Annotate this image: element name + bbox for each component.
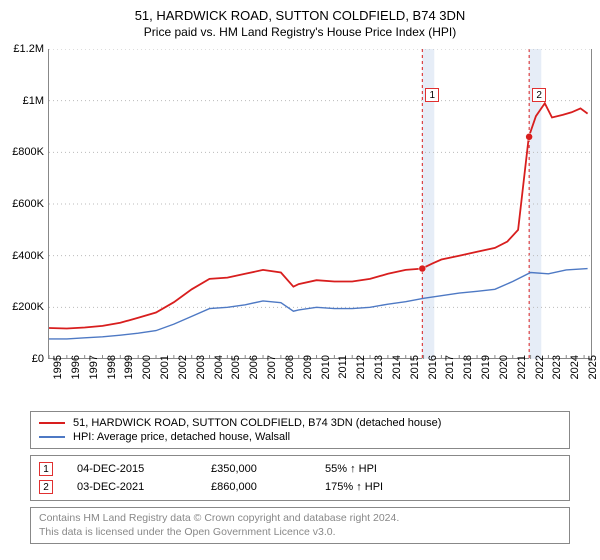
transactions-table: 1 04-DEC-2015 £350,000 55% ↑ HPI 2 03-DEC-202…	[30, 455, 570, 501]
x-tick-label: 2004	[213, 355, 225, 395]
x-tick-label: 2007	[266, 355, 278, 395]
y-tick-label: £1.2M	[13, 43, 44, 55]
x-tick-label: 2018	[462, 355, 474, 395]
legend: 51, HARDWICK ROAD, SUTTON COLDFIELD, B74…	[30, 411, 570, 449]
x-tick-label: 2005	[230, 355, 242, 395]
y-tick-label: £1M	[23, 95, 44, 107]
y-tick-label: £200K	[12, 301, 44, 313]
x-tick-label: 2008	[284, 355, 296, 395]
transaction-marker: 2	[39, 480, 53, 494]
transaction-date: 04-DEC-2015	[77, 463, 187, 475]
x-tick-label: 2021	[516, 355, 528, 395]
x-tick-label: 2011	[337, 355, 349, 395]
x-tick-label: 2006	[248, 355, 260, 395]
chart-area: £0 £200K £400K £600K £800K £1M £1.2M 1995 1996 19…	[0, 45, 600, 405]
transaction-price: £350,000	[211, 463, 301, 475]
x-tick-label: 1998	[106, 355, 118, 395]
legend-item: 51, HARDWICK ROAD, SUTTON COLDFIELD, B74…	[39, 416, 561, 430]
transaction-marker: 2	[532, 88, 546, 102]
footer-line-2: This data is licensed under the Open Gov…	[39, 526, 561, 540]
x-tick-label: 2009	[302, 355, 314, 395]
transaction-marker: 1	[39, 462, 53, 476]
x-tick-label: 2025	[587, 355, 599, 395]
x-tick-label: 1999	[123, 355, 135, 395]
x-tick-label: 2024	[569, 355, 581, 395]
x-tick-label: 2012	[355, 355, 367, 395]
x-tick-label: 2020	[498, 355, 510, 395]
x-tick-label: 2013	[373, 355, 385, 395]
x-tick-label: 2001	[159, 355, 171, 395]
x-tick-label: 1995	[52, 355, 64, 395]
y-tick-label: £0	[32, 353, 44, 365]
y-tick-label: £800K	[12, 146, 44, 158]
transaction-delta: 175% ↑ HPI	[325, 481, 383, 493]
transaction-delta: 55% ↑ HPI	[325, 463, 377, 475]
legend-label: HPI: Average price, detached house, Wals…	[73, 431, 290, 443]
legend-label: 51, HARDWICK ROAD, SUTTON COLDFIELD, B74…	[73, 417, 441, 429]
attribution-footer: Contains HM Land Registry data © Crown c…	[30, 507, 570, 544]
transaction-marker: 1	[425, 88, 439, 102]
x-tick-label: 2022	[534, 355, 546, 395]
legend-item: HPI: Average price, detached house, Wals…	[39, 430, 561, 444]
legend-swatch	[39, 422, 65, 424]
y-tick-label: £400K	[12, 250, 44, 262]
y-tick-label: £600K	[12, 198, 44, 210]
x-tick-label: 2010	[320, 355, 332, 395]
x-tick-label: 2019	[480, 355, 492, 395]
plot-region	[48, 49, 592, 359]
x-tick-label: 2002	[177, 355, 189, 395]
footer-line-1: Contains HM Land Registry data © Crown c…	[39, 512, 561, 526]
x-tick-label: 2003	[195, 355, 207, 395]
x-tick-label: 2023	[551, 355, 563, 395]
transaction-date: 03-DEC-2021	[77, 481, 187, 493]
transaction-row: 2 03-DEC-2021 £860,000 175% ↑ HPI	[39, 478, 561, 496]
x-tick-label: 2015	[409, 355, 421, 395]
plot-svg	[49, 49, 593, 359]
legend-swatch	[39, 436, 65, 438]
x-tick-label: 2017	[444, 355, 456, 395]
chart-subtitle: Price paid vs. HM Land Registry's House …	[0, 23, 600, 45]
x-tick-label: 1997	[88, 355, 100, 395]
chart-title: 51, HARDWICK ROAD, SUTTON COLDFIELD, B74…	[0, 0, 600, 23]
x-tick-label: 2016	[427, 355, 439, 395]
transaction-row: 1 04-DEC-2015 £350,000 55% ↑ HPI	[39, 460, 561, 478]
x-tick-label: 2014	[391, 355, 403, 395]
x-tick-label: 1996	[70, 355, 82, 395]
x-tick-label: 2000	[141, 355, 153, 395]
transaction-price: £860,000	[211, 481, 301, 493]
